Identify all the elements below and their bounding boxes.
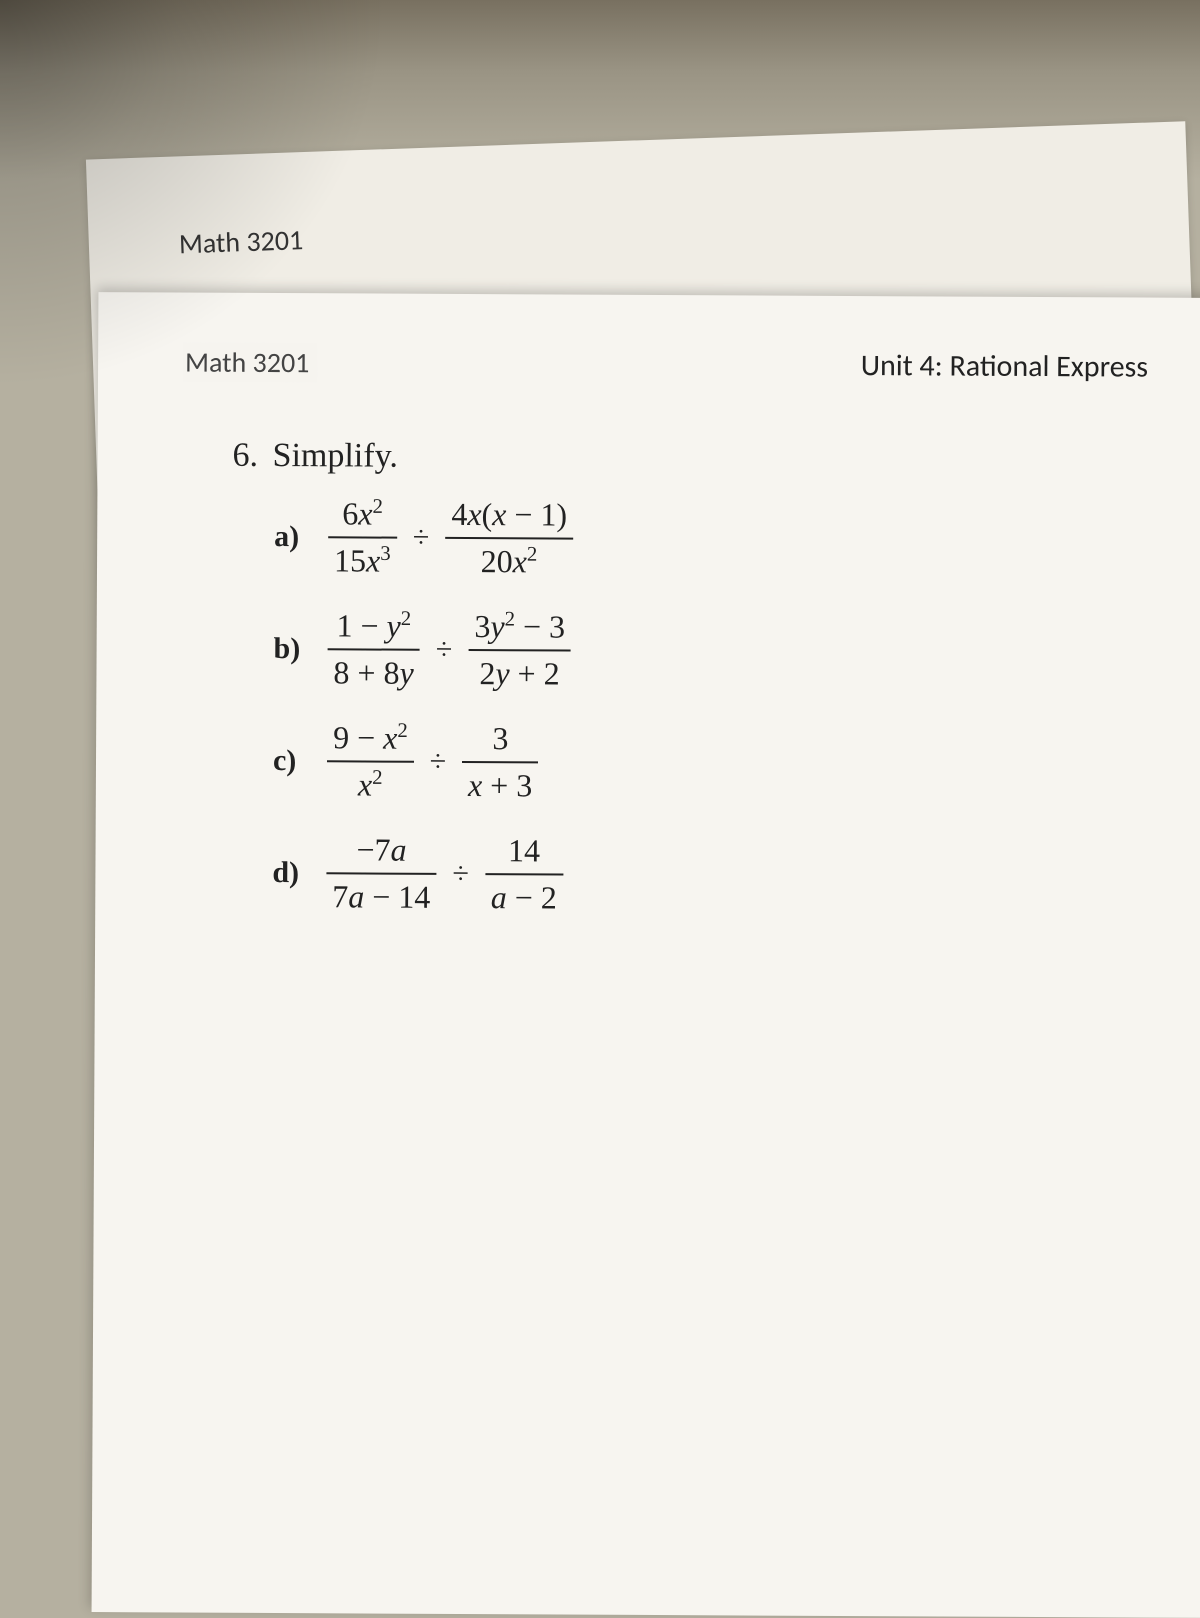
part-d-right-fraction: 14 a − 2 — [485, 830, 564, 918]
part-c-label: c) — [273, 744, 321, 778]
part-a-right-den: 20x2 — [481, 543, 538, 579]
part-a: a) 6x2 15x3 ÷ 4x(x − 1) 20x2 — [274, 493, 1147, 586]
part-a-left-den: 15x3 — [334, 542, 391, 578]
part-d-label: d) — [272, 856, 320, 890]
course-label: Math 3201 — [183, 343, 317, 383]
unit-label: Unit 4: Rational Express — [861, 347, 1149, 386]
part-b-left-fraction: 1 − y2 8 + 8y — [327, 605, 420, 693]
part-d-right-den: a − 2 — [491, 879, 557, 915]
part-b-operator: ÷ — [436, 633, 453, 667]
part-c-left-num: 9 − x2 — [333, 719, 408, 755]
part-d-right-num: 14 — [508, 832, 540, 868]
part-a-operator: ÷ — [413, 521, 430, 555]
question-number: 6. — [233, 437, 259, 475]
part-a-label: a) — [274, 520, 322, 554]
back-page-course: Math 3201 — [178, 194, 1099, 261]
part-a-right-num: 4x(x − 1) — [451, 496, 567, 533]
part-b-label: b) — [274, 632, 322, 666]
part-c-left-fraction: 9 − x2 x2 — [327, 717, 414, 805]
part-a-left-fraction: 6x2 15x3 — [328, 493, 397, 581]
part-b-right-fraction: 3y2 − 3 2y + 2 — [468, 606, 571, 695]
part-c: c) 9 − x2 x2 ÷ 3 x + 3 — [273, 717, 1146, 810]
page-header: Math 3201 Unit 4: Rational Express — [183, 343, 1148, 387]
part-c-left-den: x2 — [358, 766, 383, 802]
part-b-right-num: 3y2 − 3 — [474, 608, 565, 644]
part-d: d) −7a 7a − 14 ÷ 14 a − 2 — [272, 829, 1145, 922]
part-b: b) 1 − y2 8 + 8y ÷ 3y2 − 3 2y + 2 — [273, 605, 1146, 698]
part-a-right-fraction: 4x(x − 1) 20x2 — [445, 494, 573, 583]
part-b-left-num: 1 − y2 — [336, 607, 411, 643]
part-c-operator: ÷ — [430, 745, 447, 779]
question-instruction: Simplify. — [273, 437, 399, 475]
part-c-right-num: 3 — [492, 720, 508, 756]
part-b-right-den: 2y + 2 — [479, 655, 559, 691]
front-worksheet-page: Math 3201 Unit 4: Rational Express 6. Si… — [92, 292, 1200, 1618]
part-c-right-den: x + 3 — [468, 767, 532, 803]
part-b-left-den: 8 + 8y — [333, 654, 413, 690]
question-heading: 6. Simplify. — [233, 437, 1148, 480]
part-a-left-num: 6x2 — [342, 495, 383, 531]
question-6: 6. Simplify. a) 6x2 15x3 ÷ 4x(x − 1) 20x… — [230, 437, 1148, 922]
part-d-left-num: −7a — [356, 831, 406, 867]
part-d-operator: ÷ — [452, 857, 469, 891]
part-d-left-den: 7a − 14 — [332, 878, 430, 915]
question-parts: a) 6x2 15x3 ÷ 4x(x − 1) 20x2 b) 1 − y2 — [272, 493, 1147, 922]
part-d-left-fraction: −7a 7a − 14 — [326, 829, 437, 918]
part-c-right-fraction: 3 x + 3 — [462, 718, 539, 806]
